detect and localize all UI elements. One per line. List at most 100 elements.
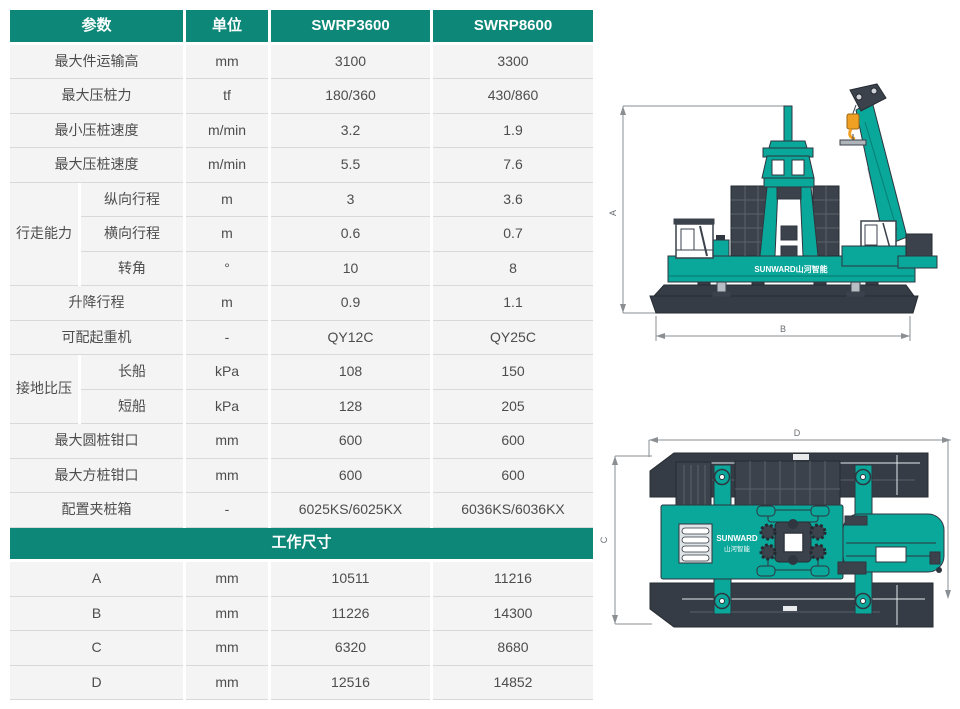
- value-swrp8600: 7.6: [433, 148, 593, 183]
- dim-label-C: C: [600, 536, 609, 543]
- value-swrp3600: 3.2: [271, 113, 430, 148]
- param-label: 最小压桩速度: [10, 113, 183, 148]
- param-sub-label: 转角: [81, 251, 183, 286]
- value-swrp8600: 3.6: [433, 182, 593, 217]
- value-swrp8600: 430/860: [433, 79, 593, 114]
- value-swrp8600: 14852: [433, 665, 593, 700]
- col-header-swrp8600: SWRP8600: [433, 10, 593, 45]
- unit-cell: m: [186, 286, 268, 321]
- unit-cell: kPa: [186, 389, 268, 424]
- hook-block: [839, 113, 867, 146]
- unit-cell: mm: [186, 44, 268, 79]
- press-tower: [759, 105, 819, 257]
- value-swrp3600: 5.5: [271, 148, 430, 183]
- cab-side: [673, 218, 715, 259]
- unit-cell: m/min: [186, 113, 268, 148]
- param-label: 最大件运输高: [10, 44, 183, 79]
- sunward-logo-top-line1: SUNWARD: [716, 534, 758, 543]
- side-view-drawing: A B SUNWARD山河智能: [608, 83, 938, 341]
- param-group-label: 接地比压: [10, 355, 78, 424]
- value-swrp8600: 6036KS/6036KX: [433, 493, 593, 528]
- counterweight-right: [812, 185, 840, 257]
- value-swrp8600: 8: [433, 251, 593, 286]
- col-header-swrp3600: SWRP3600: [271, 10, 430, 45]
- param-label: 最大压桩力: [10, 79, 183, 114]
- pontoon-side: [649, 278, 919, 314]
- dim-label-A: A: [608, 210, 618, 216]
- unit-cell: mm: [186, 424, 268, 459]
- unit-cell: tf: [186, 79, 268, 114]
- unit-cell: mm: [186, 665, 268, 700]
- beam-jack: [711, 239, 730, 257]
- unit-cell: mm: [186, 562, 268, 597]
- clamp-mechanism: [756, 505, 830, 577]
- section-header-working-dimensions: 工作尺寸: [10, 527, 593, 562]
- unit-cell: °: [186, 251, 268, 286]
- value-swrp3600: 600: [271, 458, 430, 493]
- sunward-logo-side: SUNWARD山河智能: [754, 264, 827, 274]
- param-label: 最大圆桩钳口: [10, 424, 183, 459]
- col-header-unit: 单位: [186, 10, 268, 45]
- param-label: 升降行程: [10, 286, 183, 321]
- dimension-C: [614, 455, 652, 625]
- value-swrp8600: 205: [433, 389, 593, 424]
- value-swrp3600: 10: [271, 251, 430, 286]
- param-sub-label: 短船: [81, 389, 183, 424]
- value-swrp3600: 3: [271, 182, 430, 217]
- param-label: 最大压桩速度: [10, 148, 183, 183]
- col-header-param: 参数: [10, 10, 183, 45]
- value-swrp8600: 150: [433, 355, 593, 390]
- value-swrp3600: 6025KS/6025KX: [271, 493, 430, 528]
- unit-cell: m: [186, 182, 268, 217]
- value-swrp8600: QY25C: [433, 320, 593, 355]
- value-swrp8600: 600: [433, 458, 593, 493]
- param-sub-label: 横向行程: [81, 217, 183, 252]
- value-swrp8600: 1.1: [433, 286, 593, 321]
- dimension-B: [655, 316, 911, 341]
- pontoon-bottom: [649, 582, 934, 628]
- param-label: 配置夹桩箱: [10, 493, 183, 528]
- param-label: 可配起重机: [10, 320, 183, 355]
- param-label: A: [10, 562, 183, 597]
- value-swrp8600: 1.9: [433, 113, 593, 148]
- value-swrp3600: 180/360: [271, 79, 430, 114]
- unit-cell: m/min: [186, 148, 268, 183]
- unit-cell: mm: [186, 458, 268, 493]
- value-swrp3600: 11226: [271, 596, 430, 631]
- param-label: B: [10, 596, 183, 631]
- value-swrp3600: 6320: [271, 631, 430, 666]
- dimension-A: [622, 105, 788, 314]
- column-joints: [713, 468, 872, 610]
- unit-cell: kPa: [186, 355, 268, 390]
- crane: [839, 83, 938, 269]
- dim-label-B: B: [780, 324, 786, 334]
- unit-cell: mm: [186, 631, 268, 666]
- unit-cell: m: [186, 217, 268, 252]
- param-sub-label: 长船: [81, 355, 183, 390]
- value-swrp3600: 108: [271, 355, 430, 390]
- value-swrp8600: 600: [433, 424, 593, 459]
- top-view-drawing: D C: [600, 428, 951, 628]
- value-swrp3600: QY12C: [271, 320, 430, 355]
- value-swrp8600: 11216: [433, 562, 593, 597]
- dimension-D: [648, 439, 951, 598]
- param-group-label: 行走能力: [10, 182, 78, 286]
- param-label: 最大方桩钳口: [10, 458, 183, 493]
- value-swrp3600: 12516: [271, 665, 430, 700]
- value-swrp3600: 0.6: [271, 217, 430, 252]
- value-swrp3600: 3100: [271, 44, 430, 79]
- param-label: C: [10, 631, 183, 666]
- param-label: D: [10, 665, 183, 700]
- value-swrp8600: 8680: [433, 631, 593, 666]
- value-swrp3600: 600: [271, 424, 430, 459]
- dim-label-D: D: [794, 428, 801, 438]
- value-swrp8600: 3300: [433, 44, 593, 79]
- sunward-logo-top-line2: 山河智能: [724, 544, 751, 553]
- engine-grill: [678, 523, 713, 564]
- unit-cell: mm: [186, 596, 268, 631]
- value-swrp3600: 10511: [271, 562, 430, 597]
- value-swrp3600: 128: [271, 389, 430, 424]
- unit-cell: -: [186, 320, 268, 355]
- param-sub-label: 纵向行程: [81, 182, 183, 217]
